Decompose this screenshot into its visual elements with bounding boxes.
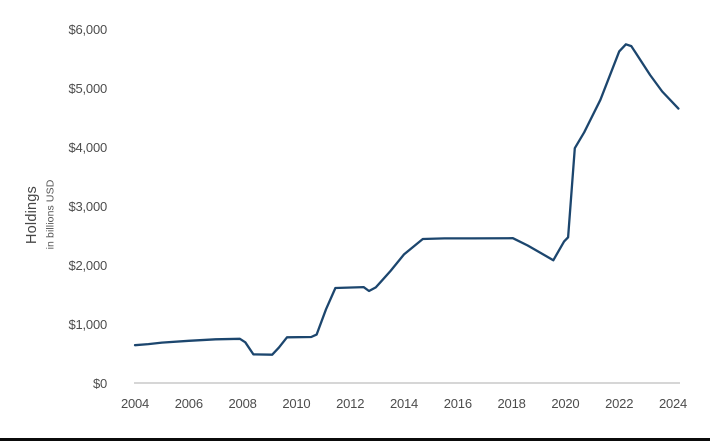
x-tick-label: 2008 — [228, 396, 257, 411]
x-tick-label: 2010 — [282, 396, 311, 411]
y-tick-label: $3,000 — [68, 198, 107, 214]
bottom-border-rule — [0, 438, 710, 441]
x-tick-label: 2004 — [120, 396, 150, 411]
holdings-series-line — [133, 43, 680, 356]
x-tick-label: 2022 — [605, 396, 634, 411]
x-tick-label: 2020 — [551, 396, 580, 411]
x-tick-label: 2006 — [174, 396, 203, 411]
x-tick-label: 2014 — [389, 396, 419, 411]
x-tick-label: 2016 — [443, 396, 472, 411]
y-tick-label: $2,000 — [68, 257, 107, 273]
y-tick-label: $5,000 — [68, 80, 107, 96]
x-tick-label: 2012 — [336, 396, 365, 411]
y-tick-label: $0 — [92, 375, 107, 391]
x-tick-label: 2018 — [497, 396, 526, 411]
x-tick-label: 2024 — [658, 396, 688, 411]
y-tick-label: $6,000 — [68, 21, 107, 37]
y-tick-label: $4,000 — [68, 139, 107, 155]
y-tick-label: $1,000 — [68, 316, 107, 332]
